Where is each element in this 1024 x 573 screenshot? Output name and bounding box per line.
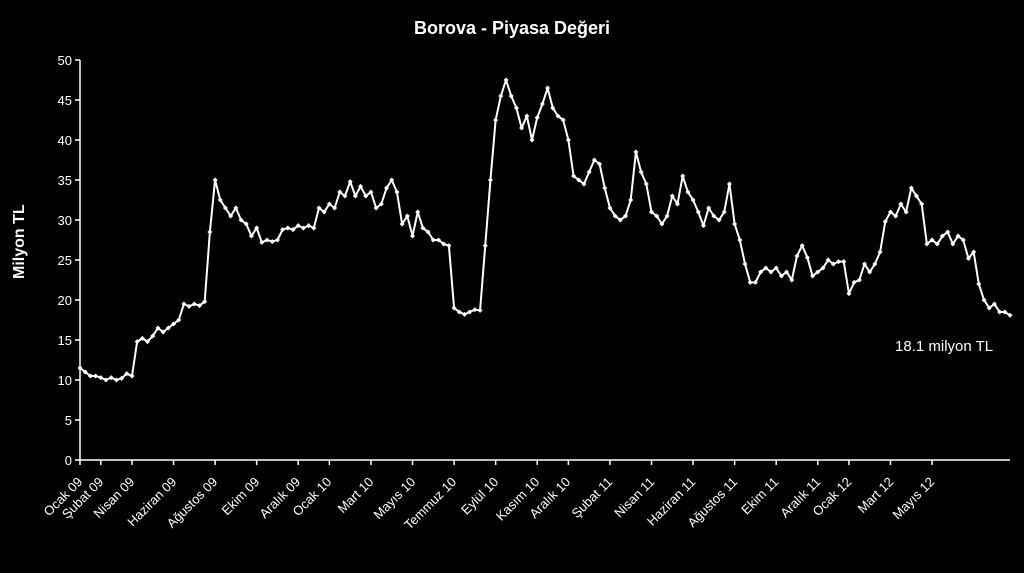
y-tick-label: 20 — [42, 293, 72, 308]
y-tick-label: 15 — [42, 333, 72, 348]
y-tick-label: 25 — [42, 253, 72, 268]
y-tick-label: 45 — [42, 93, 72, 108]
y-tick-label: 40 — [42, 133, 72, 148]
y-tick-label: 0 — [42, 453, 72, 468]
y-tick-label: 30 — [42, 213, 72, 228]
line-chart-plot — [0, 0, 1024, 573]
y-tick-label: 5 — [42, 413, 72, 428]
last-value-annotation: 18.1 milyon TL — [895, 338, 993, 355]
chart-container: Borova - Piyasa Değeri Milyon TL 18.1 mi… — [0, 0, 1024, 573]
y-tick-label: 10 — [42, 373, 72, 388]
y-tick-label: 35 — [42, 173, 72, 188]
y-tick-label: 50 — [42, 53, 72, 68]
